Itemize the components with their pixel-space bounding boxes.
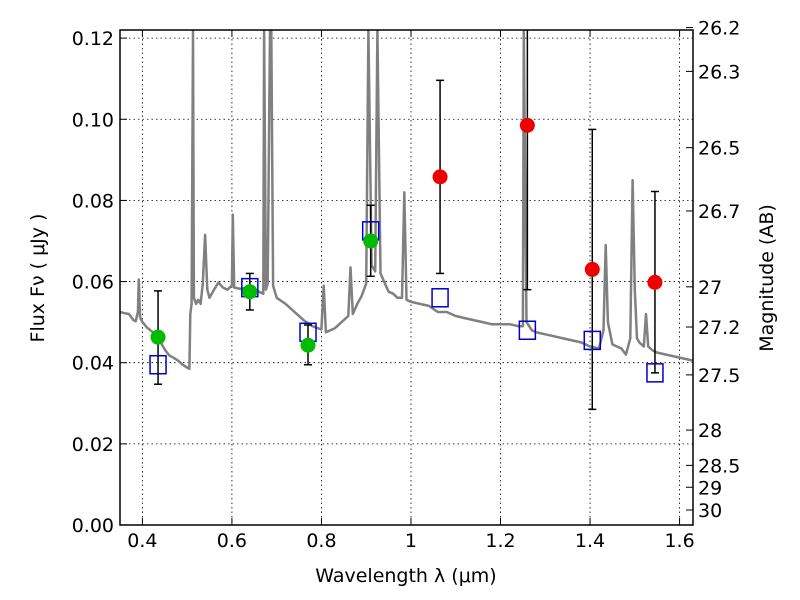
x-axis-ticks: 0.4 0.6 0.8 1 1.2 1.4 1.6: [127, 30, 695, 552]
plot-frame: [119, 29, 694, 526]
right-tick-label: 28.5: [698, 455, 740, 477]
right-tick-label: 26.7: [698, 201, 740, 223]
right-tick-label: 27.5: [698, 365, 740, 387]
y-tick-label: 0.08: [72, 190, 114, 212]
observed-point-red: [584, 261, 600, 277]
y-tick-label: 0.10: [72, 109, 114, 131]
model-flux-square: [149, 354, 167, 375]
observed-point-red: [432, 169, 448, 185]
spectrum-layer: [120, 30, 693, 371]
y-tick-label: 0.04: [72, 353, 114, 375]
y-tick-label: 0.06: [72, 272, 114, 294]
right-tick-label: 27: [698, 277, 722, 299]
x-tick-label: 1.4: [575, 530, 605, 552]
observed-point-green: [150, 329, 166, 345]
right-tick-label: 26.2: [698, 18, 740, 40]
spectrum-line: [120, 30, 693, 371]
x-tick-label: 0.8: [306, 530, 336, 552]
y-tick-label: 0.02: [72, 434, 114, 456]
observed-point-red: [519, 117, 535, 133]
model-flux-square: [646, 363, 664, 383]
y-axis-label: Flux Fν ( μJy ): [27, 214, 49, 343]
x-tick-label: 0.6: [217, 530, 247, 552]
model-flux-square: [518, 320, 537, 340]
right-tick-label: 26.3: [698, 61, 740, 83]
observed-point-green: [363, 233, 379, 249]
right-tick-label: 29: [698, 477, 722, 499]
observed-point-green: [300, 337, 316, 353]
y-tick-label: 0.12: [72, 28, 114, 50]
x-tick-label: 0.4: [127, 530, 157, 552]
right-tick-label: 26.5: [698, 138, 740, 160]
model-flux-square: [431, 288, 449, 308]
y-axis-ticks: 0.00 0.02 0.04 0.06 0.08 0.10 0.12: [72, 28, 127, 537]
right-tick-label: 27.2: [698, 317, 740, 339]
x-tick-label: 1.2: [485, 530, 515, 552]
observed-point-red: [647, 274, 663, 290]
observed-point-green: [242, 284, 258, 300]
right-axis-label: Magnitude (AB): [756, 204, 778, 352]
x-tick-label: 1.6: [664, 530, 694, 552]
x-tick-label: 1: [405, 530, 417, 552]
error-bar-layer: [154, 30, 659, 411]
right-tick-label: 30: [698, 500, 722, 522]
model-flux-square: [583, 330, 602, 351]
x-axis-label: Wavelength λ (μm): [315, 565, 496, 587]
y-tick-label: 0.00: [72, 515, 114, 537]
marker-layer: [149, 117, 664, 383]
plot-area: [120, 30, 693, 411]
right-tick-label: 28: [698, 420, 722, 442]
